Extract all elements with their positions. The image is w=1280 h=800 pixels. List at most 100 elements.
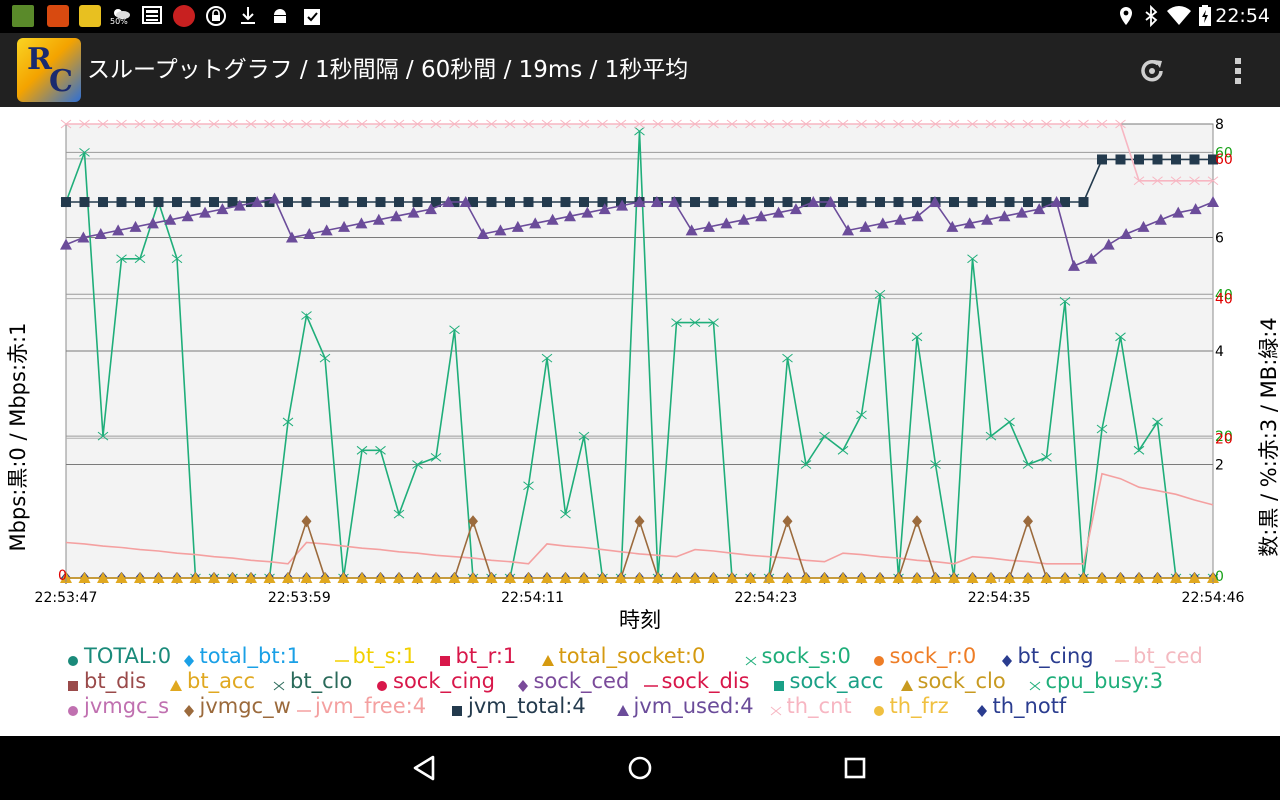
series-jvm-free-4 — [65, 472, 1214, 565]
data-point — [505, 197, 515, 208]
data-point — [616, 199, 629, 211]
data-point — [393, 509, 405, 519]
right-tick-green: 40 — [1215, 287, 1233, 303]
legend-label: bt_dis — [84, 669, 147, 693]
data-point — [929, 572, 942, 583]
data-point — [263, 572, 276, 583]
data-point — [1154, 213, 1167, 225]
data-point — [893, 119, 904, 129]
data-point — [431, 197, 441, 208]
legend-symbol — [452, 706, 462, 716]
x-tick-label: 22:54:46 — [1182, 590, 1245, 606]
data-point — [782, 515, 793, 528]
data-point — [671, 119, 682, 129]
overflow-menu-icon[interactable] — [1228, 55, 1248, 87]
data-point — [172, 197, 182, 208]
data-point — [301, 515, 312, 528]
data-point — [1004, 417, 1015, 427]
data-point — [494, 224, 507, 236]
right-tick-red: 40 — [1215, 292, 1233, 308]
data-point — [819, 119, 830, 129]
data-point — [468, 197, 478, 208]
data-point — [578, 119, 590, 129]
data-point — [1041, 119, 1052, 129]
logo-letter-r: R — [27, 42, 52, 77]
data-point — [1096, 424, 1108, 434]
data-point — [837, 445, 849, 455]
data-point — [1059, 119, 1071, 129]
legend-marker — [170, 680, 182, 691]
data-point — [985, 119, 997, 129]
data-point — [763, 119, 775, 129]
data-point — [856, 119, 867, 129]
data-point — [356, 572, 368, 583]
page-title: スループットグラフ / 1秒間隔 / 60秒間 / 19ms / 1秒平均 — [87, 57, 689, 83]
right-tick-black: 6 — [1215, 231, 1224, 247]
app-logo[interactable]: R C — [17, 38, 81, 102]
app-bar: R C スループットグラフ / 1秒間隔 / 60秒間 / 19ms / 1秒平… — [0, 33, 1280, 107]
data-point — [634, 126, 645, 136]
data-point — [135, 197, 145, 208]
data-point — [772, 206, 785, 218]
data-point — [912, 515, 922, 528]
legend-label: jvm_total:4 — [468, 694, 586, 718]
data-point — [875, 197, 885, 208]
data-point — [1208, 154, 1218, 165]
legend-marker — [68, 706, 78, 716]
legend-label: th_frz — [889, 694, 949, 718]
home-icon[interactable] — [624, 752, 656, 784]
legend-label: sock_r:0 — [889, 644, 977, 668]
legend-label: th_notf — [992, 694, 1067, 718]
data-point — [800, 460, 812, 469]
data-point — [596, 572, 609, 583]
legend-symbol — [183, 705, 194, 717]
data-point — [737, 213, 750, 225]
data-point — [189, 572, 202, 583]
data-point — [726, 119, 738, 129]
data-point — [800, 119, 812, 129]
data-point — [1067, 259, 1080, 271]
status-clock: 22:54 — [1215, 5, 1270, 27]
data-point — [134, 254, 146, 264]
data-point — [560, 509, 571, 519]
data-point — [727, 197, 737, 208]
data-point — [597, 119, 608, 129]
data-point — [1170, 572, 1182, 583]
data-point — [171, 119, 183, 129]
data-point — [928, 196, 941, 208]
data-point — [946, 220, 959, 232]
right-tick-black: 8 — [1215, 117, 1224, 133]
data-point — [523, 119, 534, 129]
data-point — [477, 227, 490, 239]
data-point — [1207, 572, 1219, 583]
data-point — [97, 119, 109, 129]
data-point — [116, 119, 127, 129]
data-point — [1188, 572, 1201, 583]
legend-marker — [183, 655, 194, 667]
data-point — [1015, 206, 1028, 218]
data-point — [356, 119, 368, 129]
legend-label: bt_cing — [1017, 644, 1094, 668]
legend-symbol — [873, 706, 884, 716]
data-point — [855, 572, 868, 583]
data-point — [226, 572, 239, 583]
data-point — [755, 210, 768, 222]
data-point — [264, 119, 275, 129]
data-point — [412, 197, 423, 208]
series-th-cnt — [60, 119, 1219, 186]
legend-symbol — [616, 705, 629, 716]
back-icon[interactable] — [409, 752, 441, 784]
data-point — [1097, 154, 1107, 165]
legend-marker — [616, 705, 629, 716]
legend-label: sock_dis — [661, 669, 750, 693]
clipboard-check-icon — [301, 5, 323, 27]
data-point — [911, 210, 924, 222]
data-point — [338, 197, 349, 208]
data-point — [966, 572, 979, 583]
data-point — [486, 119, 497, 129]
data-point — [578, 431, 590, 441]
refresh-icon[interactable] — [1136, 55, 1168, 87]
data-point — [115, 572, 128, 583]
recents-icon[interactable] — [839, 752, 871, 784]
legend-marker — [377, 681, 387, 691]
